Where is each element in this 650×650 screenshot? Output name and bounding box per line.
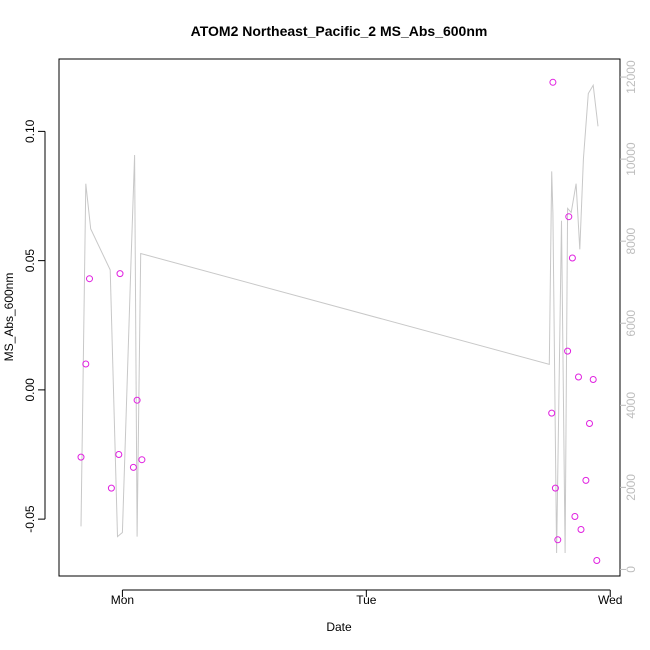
y2-tick-label: 6000: [624, 310, 638, 337]
data-point: [129, 463, 137, 471]
y2-tick-label: 0: [624, 566, 638, 573]
y2-tick-label: 8000: [624, 228, 638, 255]
data-point: [82, 360, 90, 368]
y-tick-label: -0.05: [23, 505, 37, 533]
data-point: [549, 78, 557, 86]
data-point: [77, 453, 85, 461]
data-point: [116, 270, 124, 278]
y-axis-title: MS_Abs_600nm: [2, 273, 16, 362]
y2-tick-label: 10000: [624, 142, 638, 176]
x-axis: Mon Tue Wed: [111, 589, 622, 607]
x-tick-label: Tue: [356, 593, 377, 607]
y-axis-right: 0 2000 4000 6000 8000 10000 12000: [620, 60, 638, 573]
series-line: [80, 83, 599, 554]
data-point: [593, 557, 601, 564]
data-point: [575, 373, 582, 381]
data-point: [86, 275, 93, 283]
x-axis-title: Date: [326, 620, 352, 634]
x-tick-label: Mon: [111, 593, 134, 607]
data-point: [554, 536, 562, 544]
data-point: [577, 526, 585, 533]
data-point: [115, 451, 123, 458]
series-line-layer: [80, 83, 599, 554]
data-point: [582, 476, 590, 484]
data-point: [564, 347, 572, 355]
data-point: [138, 456, 146, 464]
series-point-layer: [77, 78, 601, 564]
data-point: [133, 396, 141, 404]
data-point: [551, 484, 559, 492]
y2-tick-label: 4000: [624, 392, 638, 419]
data-point: [568, 254, 576, 262]
data-point: [565, 213, 573, 221]
data-point: [107, 484, 115, 492]
y-tick-label: 0.00: [23, 378, 37, 402]
x-tick-label: Wed: [598, 593, 622, 607]
y-tick-label: 0.10: [23, 119, 37, 143]
data-point: [589, 376, 597, 383]
y2-tick-label: 12000: [624, 60, 638, 94]
data-point: [548, 409, 556, 417]
plot-frame: [58, 58, 621, 577]
y2-tick-label: 2000: [624, 474, 638, 501]
chart-title: ATOM2 Northeast_Pacific_2 MS_Abs_600nm: [191, 23, 488, 39]
y-tick-label: 0.05: [23, 249, 37, 273]
data-point: [571, 513, 579, 520]
data-point: [586, 420, 593, 427]
y-axis-left: -0.05 0.00 0.05 0.10: [23, 119, 46, 533]
